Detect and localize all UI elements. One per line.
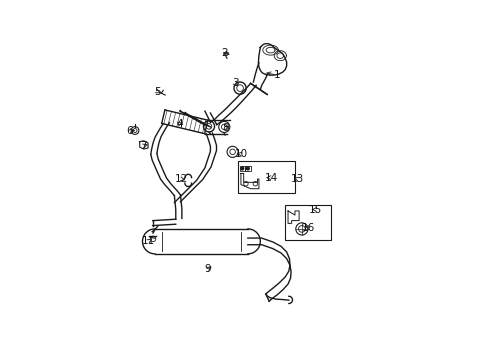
Text: 12: 12 (174, 174, 187, 184)
Text: 8: 8 (222, 123, 228, 133)
Text: 10: 10 (234, 149, 247, 159)
Text: 16: 16 (302, 222, 315, 233)
Text: 7: 7 (140, 141, 147, 151)
Text: 4: 4 (176, 118, 183, 129)
Bar (244, 166, 250, 171)
Bar (238, 161, 294, 193)
Text: 1: 1 (273, 70, 280, 80)
Text: 6: 6 (126, 126, 133, 135)
Text: 9: 9 (204, 264, 210, 274)
Circle shape (246, 167, 249, 170)
Bar (239, 166, 244, 171)
Text: 3: 3 (232, 78, 238, 89)
Text: 13: 13 (290, 174, 304, 184)
Text: 14: 14 (264, 173, 278, 183)
Text: 15: 15 (308, 204, 322, 215)
Text: 5: 5 (154, 87, 161, 97)
Bar (285, 205, 330, 240)
Text: 11: 11 (141, 237, 154, 246)
Text: 2: 2 (221, 48, 227, 58)
Circle shape (241, 167, 243, 170)
